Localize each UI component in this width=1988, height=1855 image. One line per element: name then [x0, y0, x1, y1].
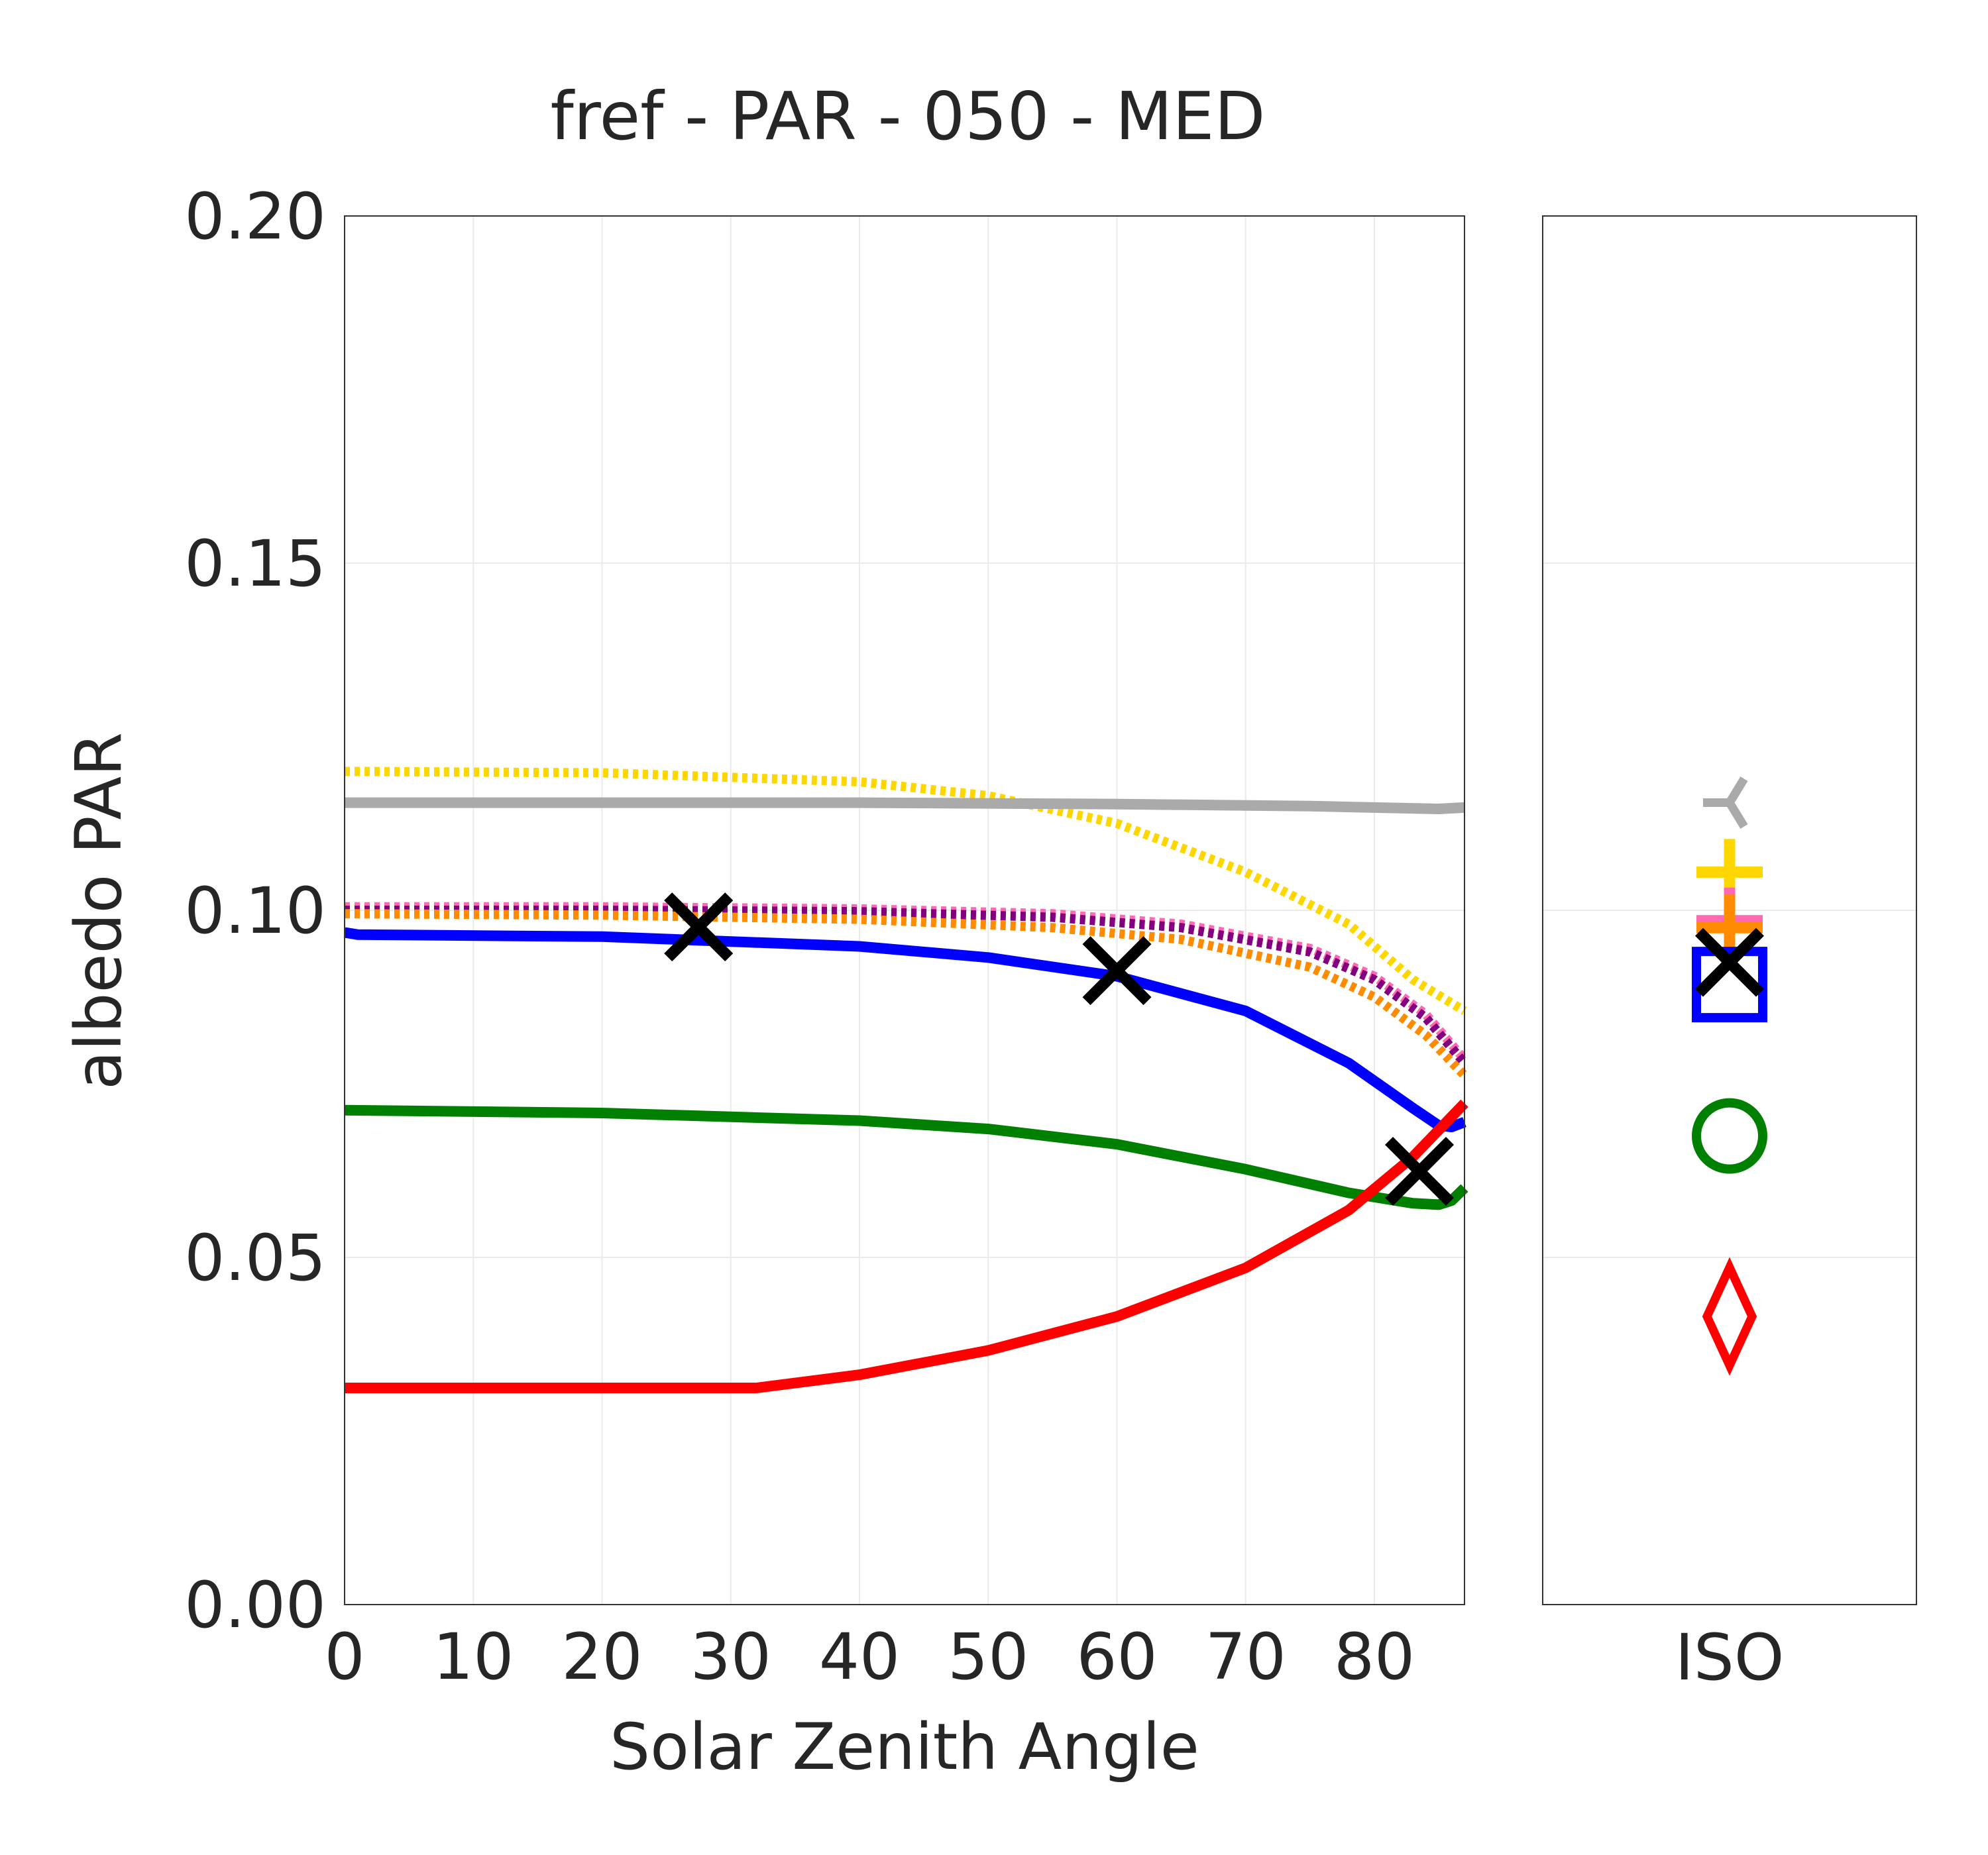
iso-marker-diamond-6: [1702, 1257, 1757, 1376]
data-marker-0: [664, 892, 734, 962]
x-tick-label: 60: [1076, 1620, 1157, 1694]
marker-layer: [664, 892, 1455, 1206]
series-line-0: [344, 767, 1467, 1015]
x-tick-label: 20: [561, 1620, 642, 1694]
x-tick-label: 0: [324, 1620, 364, 1694]
iso-marker-square-4: [1692, 947, 1767, 1023]
x-tick-label: 30: [690, 1620, 771, 1694]
iso-marker-circle-5: [1692, 1098, 1767, 1174]
series-line-4: [344, 909, 1468, 1079]
y-tick-label: 0.20: [184, 180, 326, 254]
y-axis-label: albedo PAR: [62, 732, 136, 1090]
iso-panel-frame: [1542, 215, 1917, 1605]
series-line-3: [345, 906, 1468, 1067]
chart-title: fref - PAR - 050 - MED: [551, 78, 1266, 155]
y-tick-label: 0.05: [184, 1221, 326, 1295]
iso-tick-label: ISO: [1675, 1620, 1785, 1695]
main-plot-frame: [344, 215, 1465, 1605]
x-tick-label: 40: [819, 1620, 900, 1694]
x-tick-label: 80: [1334, 1620, 1415, 1694]
x-tick-label: 50: [948, 1620, 1028, 1694]
y-tick-label: 0.15: [184, 527, 326, 601]
series-line-7: [345, 1099, 1468, 1393]
x-axis-label: Solar Zenith Angle: [610, 1710, 1199, 1784]
series-layer: [343, 767, 1468, 1393]
x-tick-labels: 0 10 20 30 40 50 60 70 80: [324, 1620, 1415, 1694]
y-tick-label: 0.00: [184, 1568, 326, 1642]
x-tick-label: 10: [433, 1620, 514, 1694]
y-tick-labels: 0.00 0.05 0.10 0.15 0.20: [184, 180, 326, 1642]
iso-marker-x-7: [1694, 928, 1765, 997]
y-tick-label: 0.10: [184, 874, 326, 948]
series-line-6: [344, 1104, 1468, 1210]
x-tick-label: 70: [1205, 1620, 1286, 1694]
data-marker-1: [1082, 936, 1152, 1006]
iso-marker-tri_left-0: [1703, 776, 1748, 829]
data-marker-2: [1384, 1137, 1455, 1206]
series-line-1: [345, 797, 1465, 814]
iso-points: [1692, 776, 1767, 1376]
